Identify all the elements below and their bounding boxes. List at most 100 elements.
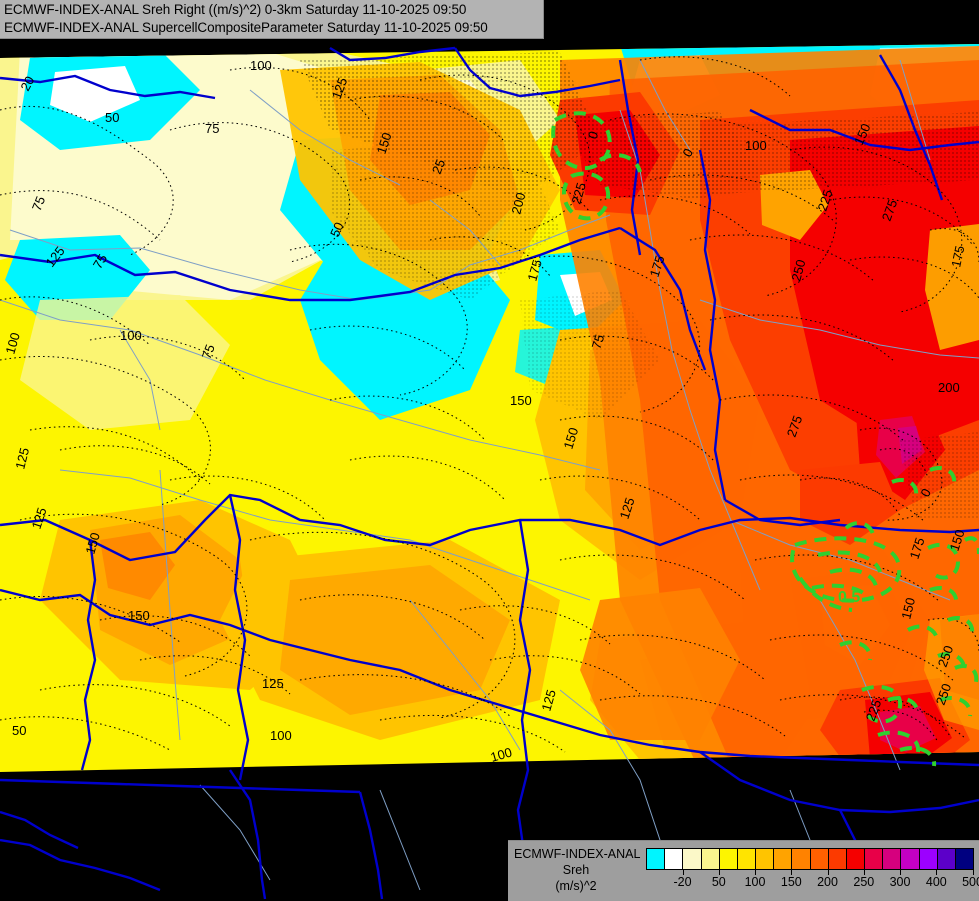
colorbar-swatch-4 xyxy=(719,849,738,869)
legend-units-label: (m/s)^2 xyxy=(555,879,597,893)
colorbar-tick-mark-5 xyxy=(863,870,865,875)
svg-text:225: 225 xyxy=(815,188,836,213)
svg-text:100: 100 xyxy=(745,138,767,153)
colorbar-tick-label-1: 50 xyxy=(711,875,726,889)
svg-text:0.5: 0.5 xyxy=(838,589,860,606)
colorbar-swatch-7 xyxy=(774,849,793,869)
colorbar-tick-label-3: 150 xyxy=(780,875,802,889)
colorbar-tick-label-6: 300 xyxy=(889,875,911,889)
svg-text:175: 175 xyxy=(647,254,668,279)
colorbar-tick-label-8: 500 xyxy=(962,875,979,889)
colorbar-swatch-13 xyxy=(883,849,902,869)
svg-text:100: 100 xyxy=(489,744,514,764)
svg-text:50: 50 xyxy=(105,110,119,125)
legend-field-label: Sreh xyxy=(562,863,590,877)
colorbar-tick-mark-2 xyxy=(755,870,756,875)
svg-text:20: 20 xyxy=(17,74,37,94)
svg-text:275: 275 xyxy=(784,414,806,440)
svg-text:100: 100 xyxy=(120,328,142,343)
colorbar-tick-mark-6 xyxy=(900,870,901,875)
colorbar-swatch-9 xyxy=(810,849,829,869)
svg-text:150: 150 xyxy=(898,596,918,621)
legend-model-label: ECMWF-INDEX-ANAL xyxy=(514,847,641,861)
svg-text:175: 175 xyxy=(524,258,544,283)
title-line-primary: ECMWF-INDEX-ANAL Sreh Right ((m/s)^2) 0-… xyxy=(4,2,467,17)
svg-text:0: 0 xyxy=(585,129,602,141)
svg-text:175: 175 xyxy=(948,244,967,268)
colorbar-swatch-10 xyxy=(828,849,847,869)
legend-caption: ECMWF-INDEX-ANAL Sreh (m/s)^2 xyxy=(514,846,641,894)
colorbar-swatch-3 xyxy=(701,849,720,869)
svg-text:225: 225 xyxy=(568,181,588,206)
svg-text:200: 200 xyxy=(938,380,960,395)
colorbar-swatch-12 xyxy=(865,849,884,869)
svg-text:150: 150 xyxy=(947,528,968,553)
title-panel: ECMWF-INDEX-ANAL Sreh Right ((m/s)^2) 0-… xyxy=(0,0,544,39)
colorbar-tick-label-7: 400 xyxy=(925,875,947,889)
svg-text:175: 175 xyxy=(907,536,928,561)
svg-text:50: 50 xyxy=(12,723,26,738)
colorbar-ticks: -2050100150200250300400500700 xyxy=(646,870,979,896)
svg-text:50: 50 xyxy=(327,220,347,239)
contour-label-layer: 20 50 75 100 125 150 25 200 225 100 150 … xyxy=(2,58,967,765)
colorbar-tick-label-2: 100 xyxy=(744,875,766,889)
svg-text:125: 125 xyxy=(29,506,50,531)
colorbar-tick-label-5: 250 xyxy=(853,875,875,889)
svg-text:125: 125 xyxy=(12,446,32,471)
colorbar-tick-label-4: 200 xyxy=(817,875,838,889)
svg-text:250: 250 xyxy=(935,644,957,670)
colorbar-swatch-14 xyxy=(901,849,920,869)
colorbar-swatch-1 xyxy=(665,849,684,869)
svg-text:75: 75 xyxy=(90,251,110,271)
svg-text:150: 150 xyxy=(374,131,395,156)
colorbar-swatches[interactable] xyxy=(646,848,974,870)
colorbar-swatch-5 xyxy=(737,849,757,869)
svg-text:75: 75 xyxy=(205,121,219,136)
colorbar-swatch-0 xyxy=(647,849,666,869)
colorbar-swatch-6 xyxy=(756,849,775,869)
svg-text:275: 275 xyxy=(879,198,901,224)
svg-text:100: 100 xyxy=(270,728,292,743)
colorbar-swatch-8 xyxy=(792,849,811,869)
colorbar-swatch-15 xyxy=(919,849,938,869)
svg-text:100: 100 xyxy=(250,58,272,73)
svg-text:25: 25 xyxy=(429,157,448,176)
colorbar-legend[interactable]: ECMWF-INDEX-ANAL Sreh (m/s)^2 -20 50 100 15… xyxy=(508,840,979,901)
svg-text:125: 125 xyxy=(617,496,638,521)
colorbar-tick-mark-4 xyxy=(827,870,829,875)
svg-text:150: 150 xyxy=(82,531,102,556)
colorbar-swatch-11 xyxy=(846,849,866,869)
svg-text:75: 75 xyxy=(589,333,608,351)
svg-text:150: 150 xyxy=(510,393,532,408)
title-line-secondary: ECMWF-INDEX-ANAL SupercellCompositeParam… xyxy=(4,20,488,35)
colorbar-tick-mark-7 xyxy=(936,870,938,875)
svg-text:250: 250 xyxy=(933,682,955,708)
colorbar-tick-mark-8 xyxy=(972,870,974,875)
colorbar-wrap: -2050100150200250300400500700 xyxy=(646,848,979,896)
svg-text:225: 225 xyxy=(863,698,885,724)
colorbar-tick-mark-1 xyxy=(718,870,720,875)
svg-text:75: 75 xyxy=(29,194,48,213)
svg-text:125: 125 xyxy=(329,76,351,102)
colorbar-swatch-17 xyxy=(955,849,974,869)
svg-text:125: 125 xyxy=(262,676,284,691)
colorbar-tick-mark-3 xyxy=(791,870,793,875)
data-field xyxy=(0,44,979,772)
svg-text:75: 75 xyxy=(199,342,218,361)
svg-text:150: 150 xyxy=(561,426,582,451)
svg-text:125: 125 xyxy=(538,688,558,713)
contour-layer xyxy=(0,56,979,753)
colorbar-tick-label-0: -20 xyxy=(673,875,692,889)
scp-contour-layer xyxy=(551,111,979,767)
svg-text:250: 250 xyxy=(788,258,808,283)
colorbar-swatch-16 xyxy=(937,849,956,869)
svg-text:200: 200 xyxy=(508,191,528,216)
svg-text:150: 150 xyxy=(128,608,150,623)
svg-text:100: 100 xyxy=(2,331,22,356)
colorbar-swatch-2 xyxy=(683,849,702,869)
scp-label-layer: 0.5 xyxy=(838,589,860,606)
colorbar-tick-mark-0 xyxy=(682,870,684,875)
